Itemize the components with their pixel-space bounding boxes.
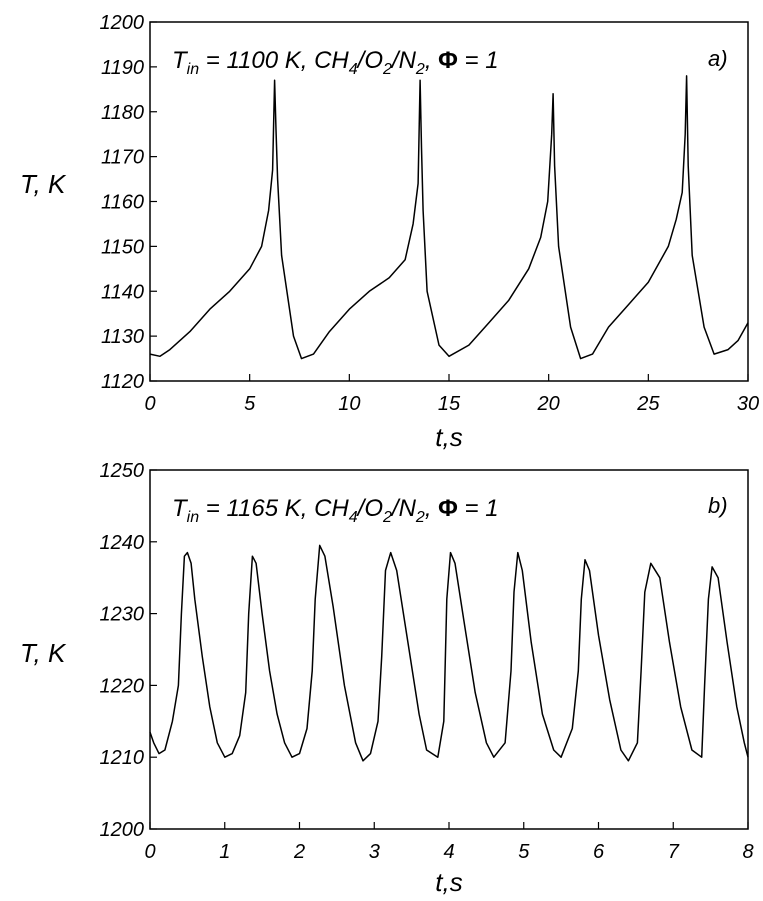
annotation-b-text-2: /O <box>356 495 383 522</box>
y-tick-label: 1150 <box>101 236 144 258</box>
annotation-a-sub-4: 4 <box>349 61 358 78</box>
chart-panel-a: 1120 1130 1140 1150 1160 1170 1180 1190 1200 0 5 1… <box>20 12 759 452</box>
y-tick-label: 1140 <box>101 281 144 303</box>
x-tick-label: 4 <box>443 841 454 863</box>
x-axis-ticks-b: 0 1 2 3 4 5 6 7 8 <box>144 822 754 863</box>
y-tick-label: 1240 <box>100 532 145 554</box>
annotation-a-text-2: /O <box>356 47 383 74</box>
x-tick-label: 20 <box>537 393 560 415</box>
annotation-a: Tin = 1100 K, CH4/O2/N2, Φ = 1 <box>172 47 499 78</box>
annotation-a-text-4: , <box>425 47 438 74</box>
y-tick-label: 1170 <box>101 147 144 169</box>
annotation-b-text-5: = 1 <box>458 495 499 522</box>
annotation-b-phi: Φ <box>438 495 458 522</box>
x-tick-label: 1 <box>219 841 230 863</box>
annotation-b-sub-2a: 2 <box>382 509 392 526</box>
x-tick-label: 10 <box>338 393 360 415</box>
y-tick-label: 1130 <box>101 326 144 348</box>
y-tick-label: 1120 <box>101 371 144 393</box>
y-axis-label-a: T, K <box>20 169 67 199</box>
plot-frame-a <box>149 21 749 382</box>
y-tick-label: 1200 <box>100 819 145 841</box>
y-tick-label: 1160 <box>101 192 144 214</box>
plot-frame-b <box>149 469 749 830</box>
x-tick-label: 15 <box>438 393 461 415</box>
x-tick-label: 3 <box>369 841 380 863</box>
y-axis-ticks-b: 1200 1210 1220 1230 1240 1250 <box>100 460 157 841</box>
annotation-b-t-sub: in <box>187 509 200 526</box>
annotation-b-text-1: = 1165 K, CH <box>199 495 349 522</box>
annotation-b: Tin = 1165 K, CH4/O2/N2, Φ = 1 <box>172 495 499 526</box>
annotation-b-text-3: /N <box>390 495 417 522</box>
x-tick-label: 0 <box>144 841 155 863</box>
temperature-series-a <box>149 75 749 360</box>
panel-label-b: b) <box>708 493 728 518</box>
annotation-b-t: T <box>172 495 189 522</box>
y-tick-label: 1230 <box>100 604 145 626</box>
y-tick-label: 1210 <box>100 747 145 769</box>
annotation-a-text-1: = 1100 K, CH <box>199 47 349 74</box>
annotation-a-t: T <box>172 47 189 74</box>
annotation-b-sub-4: 4 <box>349 509 358 526</box>
annotation-a-sub-2a: 2 <box>382 61 392 78</box>
y-axis-label-b: T, K <box>20 638 67 668</box>
x-axis-label-a: t,s <box>435 422 462 452</box>
x-tick-label: 5 <box>244 393 256 415</box>
temperature-series-b <box>149 544 749 762</box>
annotation-a-text-3: /N <box>390 47 417 74</box>
annotation-a-phi: Φ <box>438 47 458 74</box>
x-axis-ticks-a: 0 5 10 15 20 25 30 <box>144 374 759 415</box>
x-tick-label: 6 <box>593 841 605 863</box>
x-axis-label-b: t,s <box>435 867 462 897</box>
y-tick-label: 1180 <box>101 102 144 124</box>
annotation-b-text-4: , <box>425 495 438 522</box>
x-tick-label: 0 <box>144 393 155 415</box>
x-tick-label: 5 <box>518 841 530 863</box>
annotation-b-sub-2b: 2 <box>415 509 425 526</box>
annotation-a-sub-2b: 2 <box>415 61 425 78</box>
y-tick-label: 1220 <box>100 675 145 697</box>
x-tick-label: 8 <box>742 841 753 863</box>
x-tick-label: 7 <box>668 841 680 863</box>
x-tick-label: 2 <box>293 841 305 863</box>
y-axis-ticks-a: 1120 1130 1140 1150 1160 1170 1180 1190 1200 <box>100 12 157 393</box>
x-tick-label: 30 <box>737 393 759 415</box>
panel-label-a: a) <box>708 46 728 71</box>
y-tick-label: 1200 <box>100 12 145 34</box>
y-tick-label: 1190 <box>101 57 144 79</box>
annotation-a-text-5: = 1 <box>458 47 499 74</box>
annotation-a-t-sub: in <box>187 61 200 78</box>
x-tick-label: 25 <box>636 393 660 415</box>
y-tick-label: 1250 <box>100 460 145 482</box>
